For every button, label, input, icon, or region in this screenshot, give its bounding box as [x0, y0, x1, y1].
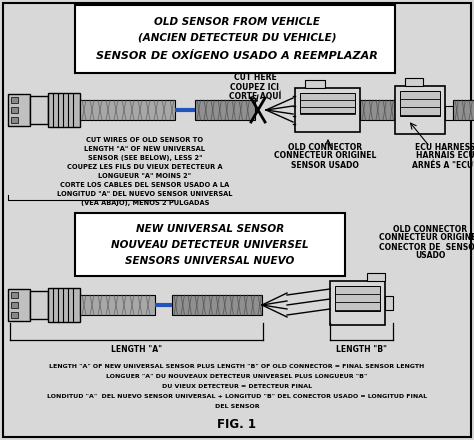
Bar [11, 117, 18, 123]
Text: CORTE LOS CABLES DEL SENSOR USADO A LA: CORTE LOS CABLES DEL SENSOR USADO A LA [60, 182, 229, 188]
Text: CONNECTEUR ORIGINEL: CONNECTEUR ORIGINEL [274, 151, 376, 161]
Text: NEW UNIVERSAL SENSOR: NEW UNIVERSAL SENSOR [136, 224, 284, 234]
Bar [11, 312, 18, 318]
Bar [335, 286, 380, 311]
Text: (VEA ABAJO), MENOS 2 PULGADAS: (VEA ABAJO), MENOS 2 PULGADAS [81, 200, 209, 206]
Bar [395, 86, 445, 134]
Bar [400, 91, 440, 116]
Bar [8, 94, 30, 126]
Text: COUPEZ ICI: COUPEZ ICI [230, 82, 280, 92]
Text: LONGUEUR "A" MOINS 2": LONGUEUR "A" MOINS 2" [99, 173, 191, 179]
Text: CONECTOR DE  SENSOR: CONECTOR DE SENSOR [379, 242, 474, 252]
Text: LENGTH "A" OF NEW UNIVERSAL SENSOR PLUS LENGTH "B" OF OLD CONNECTOR = FINAL SENS: LENGTH "A" OF NEW UNIVERSAL SENSOR PLUS … [49, 364, 425, 370]
Text: DEL SENSOR: DEL SENSOR [215, 404, 259, 410]
Text: HARNAIS ECU: HARNAIS ECU [416, 151, 474, 161]
Text: SENSOR (SEE BELOW), LESS 2": SENSOR (SEE BELOW), LESS 2" [88, 155, 202, 161]
Bar [80, 295, 155, 315]
Bar [445, 106, 453, 120]
Text: SENSOR DE OXÍGENO USADO A REEMPLAZAR: SENSOR DE OXÍGENO USADO A REEMPLAZAR [96, 51, 378, 61]
Bar [360, 100, 395, 120]
Text: FIG. 1: FIG. 1 [218, 418, 256, 432]
Text: NOUVEAU DETECTEUR UNIVERSEL: NOUVEAU DETECTEUR UNIVERSEL [111, 240, 309, 250]
Bar [367, 273, 385, 281]
Text: LENGTH "A": LENGTH "A" [111, 345, 163, 353]
Bar [48, 93, 80, 127]
Text: (ANCIEN DETECTEUR DU VEHICLE): (ANCIEN DETECTEUR DU VEHICLE) [138, 33, 336, 43]
Bar [295, 88, 360, 132]
Bar [11, 97, 18, 103]
Text: SENSORS UNIVERSAL NUEVO: SENSORS UNIVERSAL NUEVO [125, 256, 295, 266]
Text: OLD CONNECTOR: OLD CONNECTOR [393, 224, 467, 234]
Bar [330, 281, 385, 325]
Bar [305, 80, 325, 88]
Bar [300, 93, 355, 113]
Text: CUT WIRES OF OLD SENSOR TO: CUT WIRES OF OLD SENSOR TO [86, 137, 203, 143]
Bar [48, 288, 80, 322]
Bar [11, 107, 18, 113]
Text: OLD CONNECTOR: OLD CONNECTOR [288, 143, 362, 151]
Bar [405, 78, 423, 86]
Text: CORTE AQUÍ: CORTE AQUÍ [229, 91, 281, 101]
Text: SENSOR USADO: SENSOR USADO [291, 161, 359, 169]
Bar [11, 292, 18, 298]
Text: LONGITUD "A" DEL NUEVO SENSOR UNIVERSAL: LONGITUD "A" DEL NUEVO SENSOR UNIVERSAL [57, 191, 233, 197]
Text: CUT HERE: CUT HERE [234, 73, 276, 82]
Bar [195, 100, 255, 120]
Bar [172, 295, 262, 315]
Text: LENGTH "A" OF NEW UNIVERSAL: LENGTH "A" OF NEW UNIVERSAL [84, 146, 206, 152]
Text: ECU HARNESS: ECU HARNESS [415, 143, 474, 151]
Bar [75, 5, 395, 73]
Text: LONGUER "A" DU NOUVEAUX DETECTEUR UNIVERSEL PLUS LONGUEUR "B": LONGUER "A" DU NOUVEAUX DETECTEUR UNIVER… [106, 374, 368, 379]
Text: COUPEZ LES FILS DU VIEUX DETECTEUR A: COUPEZ LES FILS DU VIEUX DETECTEUR A [67, 164, 223, 170]
Bar [8, 289, 30, 321]
Text: LENGTH "B": LENGTH "B" [337, 345, 388, 353]
Text: OLD SENSOR FROM VEHICLE: OLD SENSOR FROM VEHICLE [154, 17, 320, 27]
Bar [75, 213, 345, 276]
Text: CONNECTEUR ORIGINEL: CONNECTEUR ORIGINEL [379, 234, 474, 242]
Bar [385, 296, 393, 310]
Text: ARNÉS A "ECU": ARNÉS A "ECU" [412, 161, 474, 169]
Bar [453, 100, 474, 120]
Bar [80, 100, 175, 120]
Bar [30, 96, 48, 124]
Bar [11, 302, 18, 308]
Text: USADO: USADO [415, 252, 445, 260]
Text: LONDITUD "A"  DEL NUEVO SENSOR UNIVERSAL + LONGITUD "B" DEL CONECTOR USADO = LON: LONDITUD "A" DEL NUEVO SENSOR UNIVERSAL … [47, 395, 427, 400]
Text: DU VIEUX DETECTEUR = DETECTEUR FINAL: DU VIEUX DETECTEUR = DETECTEUR FINAL [162, 385, 312, 389]
Bar [30, 291, 48, 319]
